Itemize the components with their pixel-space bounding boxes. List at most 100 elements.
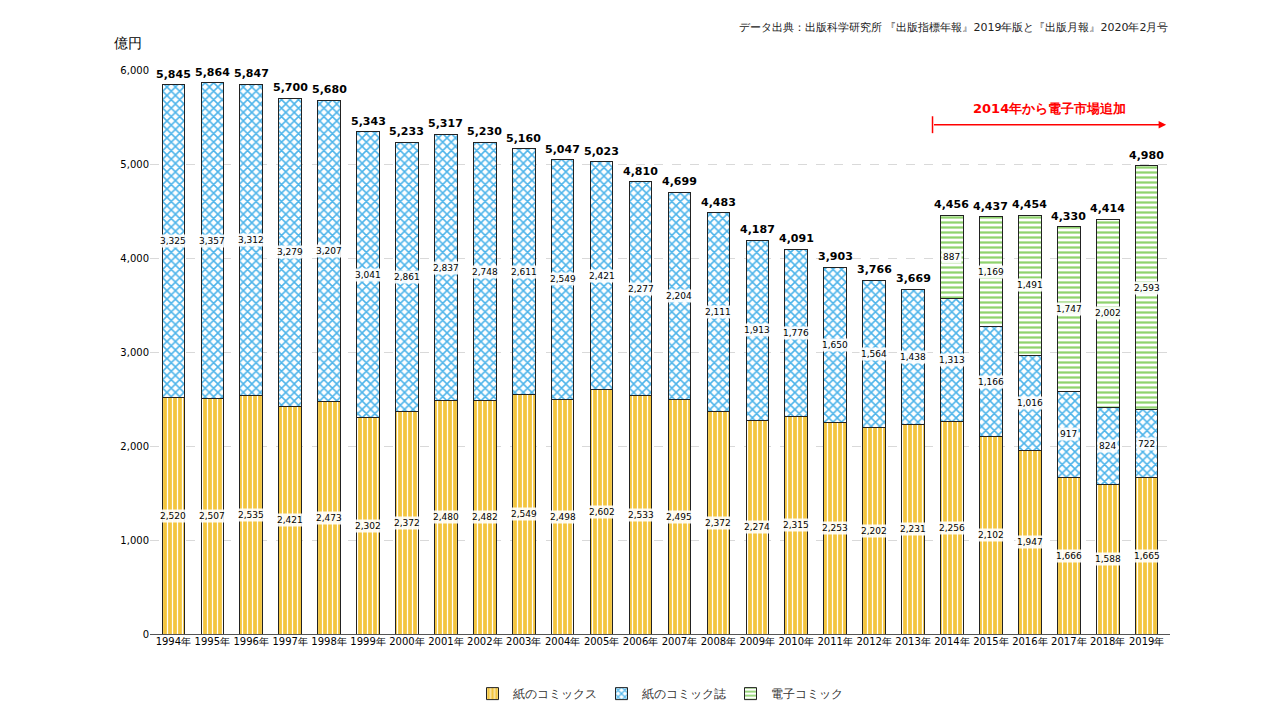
svg-text:1,913: 1,913 xyxy=(744,325,770,335)
svg-text:2,372: 2,372 xyxy=(394,518,420,528)
svg-text:2013年: 2013年 xyxy=(895,636,930,647)
svg-text:2,549: 2,549 xyxy=(511,509,537,519)
svg-text:1996年: 1996年 xyxy=(233,636,268,647)
svg-text:2,748: 2,748 xyxy=(472,267,498,277)
svg-text:2001年: 2001年 xyxy=(428,636,463,647)
svg-text:紙のコミック誌: 紙のコミック誌 xyxy=(642,687,726,701)
svg-text:1,650: 1,650 xyxy=(822,340,848,350)
svg-text:電子コミック: 電子コミック xyxy=(771,687,843,701)
svg-text:2014年から電子市場追加: 2014年から電子市場追加 xyxy=(973,101,1126,116)
svg-text:億円: 億円 xyxy=(114,35,142,51)
svg-text:2012年: 2012年 xyxy=(856,636,891,647)
svg-text:4,810: 4,810 xyxy=(623,165,658,178)
svg-text:1999年: 1999年 xyxy=(350,636,385,647)
svg-text:3,312: 3,312 xyxy=(238,235,264,245)
svg-text:5,317: 5,317 xyxy=(428,117,463,130)
svg-text:3,000: 3,000 xyxy=(120,347,149,358)
svg-text:2,498: 2,498 xyxy=(550,512,576,522)
svg-text:887: 887 xyxy=(943,252,960,262)
svg-text:4,000: 4,000 xyxy=(120,253,149,264)
svg-text:5,160: 5,160 xyxy=(506,132,541,145)
svg-text:2,861: 2,861 xyxy=(394,272,420,282)
svg-text:2011年: 2011年 xyxy=(817,636,852,647)
svg-text:1994年: 1994年 xyxy=(156,636,191,647)
svg-text:2,111: 2,111 xyxy=(705,307,731,317)
svg-text:5,047: 5,047 xyxy=(545,143,580,156)
svg-text:4,456: 4,456 xyxy=(934,198,969,211)
svg-text:2008年: 2008年 xyxy=(701,636,736,647)
svg-text:1,166: 1,166 xyxy=(978,377,1004,387)
svg-text:2,533: 2,533 xyxy=(628,510,654,520)
svg-text:2,473: 2,473 xyxy=(316,513,342,523)
svg-text:2015年: 2015年 xyxy=(973,636,1008,647)
svg-text:2005年: 2005年 xyxy=(584,636,619,647)
svg-text:1,666: 1,666 xyxy=(1056,551,1082,561)
svg-text:2,549: 2,549 xyxy=(550,274,576,284)
svg-text:2,593: 2,593 xyxy=(1134,283,1160,293)
svg-text:2,256: 2,256 xyxy=(939,523,965,533)
svg-text:5,845: 5,845 xyxy=(156,68,191,81)
svg-text:2016年: 2016年 xyxy=(1012,636,1047,647)
svg-text:5,864: 5,864 xyxy=(195,66,230,79)
svg-text:2,507: 2,507 xyxy=(199,511,225,521)
svg-text:3,207: 3,207 xyxy=(316,246,342,256)
svg-text:4,187: 4,187 xyxy=(740,223,775,236)
svg-text:2002年: 2002年 xyxy=(467,636,502,647)
svg-text:1,438: 1,438 xyxy=(900,352,926,362)
svg-text:2,302: 2,302 xyxy=(355,521,381,531)
svg-text:5,000: 5,000 xyxy=(120,159,149,170)
svg-text:1997年: 1997年 xyxy=(272,636,307,647)
svg-text:1,665: 1,665 xyxy=(1134,551,1160,561)
svg-text:2,315: 2,315 xyxy=(783,520,809,530)
svg-text:3,279: 3,279 xyxy=(277,247,303,257)
svg-text:2,204: 2,204 xyxy=(666,291,692,301)
svg-text:5,700: 5,700 xyxy=(273,81,308,94)
svg-text:2,495: 2,495 xyxy=(666,512,692,522)
svg-text:2,277: 2,277 xyxy=(628,284,654,294)
svg-text:2018年: 2018年 xyxy=(1090,636,1125,647)
svg-text:3,357: 3,357 xyxy=(199,236,225,246)
svg-text:2006年: 2006年 xyxy=(623,636,658,647)
svg-text:2,274: 2,274 xyxy=(744,522,770,532)
svg-text:5,343: 5,343 xyxy=(351,115,386,128)
svg-text:0: 0 xyxy=(143,629,149,640)
svg-text:2,602: 2,602 xyxy=(589,507,615,517)
svg-text:2009年: 2009年 xyxy=(740,636,775,647)
svg-text:2003年: 2003年 xyxy=(506,636,541,647)
svg-text:1,747: 1,747 xyxy=(1056,304,1082,314)
svg-text:2010年: 2010年 xyxy=(779,636,814,647)
svg-text:2,520: 2,520 xyxy=(160,511,186,521)
svg-text:5,023: 5,023 xyxy=(584,145,619,158)
svg-text:1,000: 1,000 xyxy=(120,535,149,546)
svg-text:2007年: 2007年 xyxy=(662,636,697,647)
svg-text:2014年: 2014年 xyxy=(934,636,969,647)
svg-text:2,421: 2,421 xyxy=(277,515,303,525)
svg-text:データ出典：出版科学研究所 『出版指標年報』2019年版と『: データ出典：出版科学研究所 『出版指標年報』2019年版と『出版月報』2020年… xyxy=(739,21,1168,34)
svg-text:1998年: 1998年 xyxy=(311,636,346,647)
svg-text:2,102: 2,102 xyxy=(978,530,1004,540)
svg-text:2,372: 2,372 xyxy=(705,518,731,528)
svg-text:2,482: 2,482 xyxy=(472,512,498,522)
svg-text:4,091: 4,091 xyxy=(779,232,814,245)
svg-text:5,230: 5,230 xyxy=(467,125,502,138)
svg-text:3,903: 3,903 xyxy=(818,250,853,263)
svg-text:1,169: 1,169 xyxy=(978,267,1004,277)
svg-text:2,837: 2,837 xyxy=(433,263,459,273)
svg-text:5,847: 5,847 xyxy=(234,67,269,80)
svg-text:2017年: 2017年 xyxy=(1051,636,1086,647)
svg-text:4,980: 4,980 xyxy=(1129,149,1164,162)
svg-text:5,233: 5,233 xyxy=(389,125,424,138)
svg-text:4,454: 4,454 xyxy=(1012,198,1047,211)
svg-text:1,016: 1,016 xyxy=(1017,398,1043,408)
svg-text:1,491: 1,491 xyxy=(1017,280,1043,290)
svg-text:2004年: 2004年 xyxy=(545,636,580,647)
svg-text:917: 917 xyxy=(1060,429,1077,439)
svg-text:4,483: 4,483 xyxy=(701,196,736,209)
svg-text:2019年: 2019年 xyxy=(1129,636,1164,647)
svg-text:1,564: 1,564 xyxy=(861,349,887,359)
svg-text:2,535: 2,535 xyxy=(238,510,264,520)
svg-text:2,202: 2,202 xyxy=(861,526,887,536)
svg-text:1,947: 1,947 xyxy=(1017,537,1043,547)
svg-text:紙のコミックス: 紙のコミックス xyxy=(513,687,597,701)
svg-text:2,000: 2,000 xyxy=(120,441,149,452)
